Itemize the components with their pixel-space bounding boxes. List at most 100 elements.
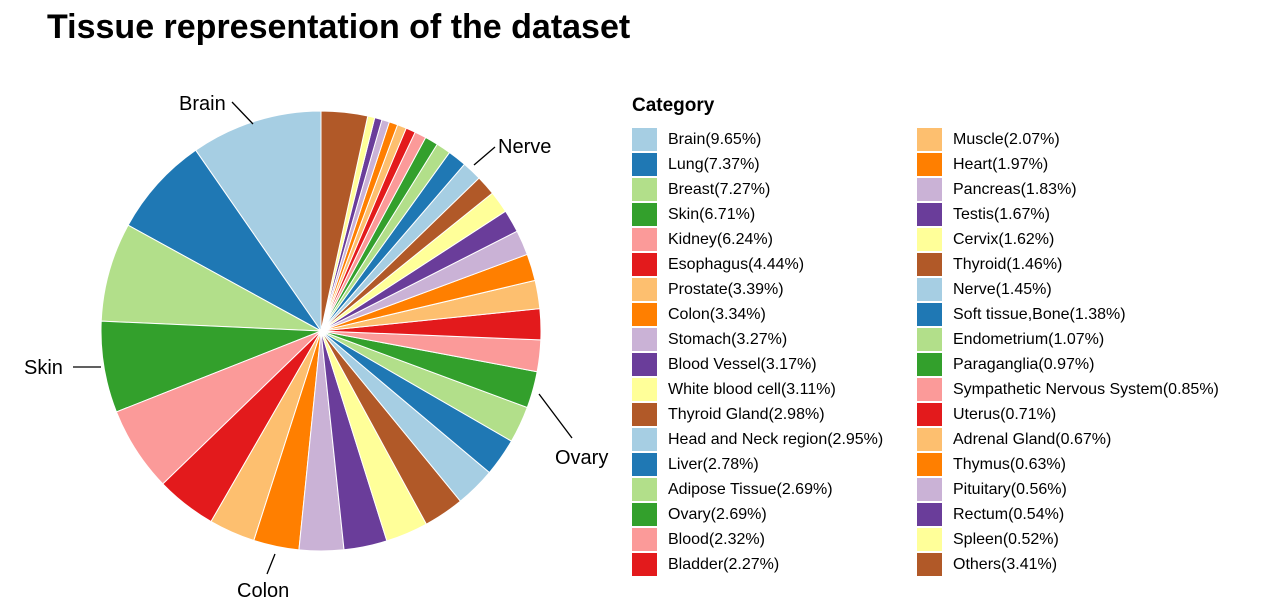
legend-label: Blood Vessel(3.17%) <box>668 355 817 373</box>
legend-swatch <box>917 553 942 576</box>
legend-column-2: Muscle(2.07%) Heart(1.97%) Pancreas(1.83%)… <box>917 127 1219 577</box>
legend-item-kidney: Kidney(6.24%) <box>632 227 883 252</box>
legend-item-head-and-neck-region: Head and Neck region(2.95%) <box>632 427 883 452</box>
legend-item-thyroid-gland: Thyroid Gland(2.98%) <box>632 402 883 427</box>
pie-slice-breast <box>100 224 322 332</box>
legend-item-pituitary: Pituitary(0.56%) <box>917 477 1219 502</box>
legend-label: Endometrium(1.07%) <box>953 330 1105 348</box>
legend-item-bladder: Bladder(2.27%) <box>632 552 883 577</box>
legend-item-blood: Blood(2.32%) <box>632 527 883 552</box>
pie-slices <box>100 110 542 552</box>
legend-item-brain: Brain(9.65%) <box>632 127 883 152</box>
legend-item-muscle: Muscle(2.07%) <box>917 127 1219 152</box>
legend-label: Muscle(2.07%) <box>953 130 1060 148</box>
annotation-skin: Skin <box>24 357 63 379</box>
annotation-ovary: Ovary <box>555 447 608 469</box>
legend-item-liver: Liver(2.78%) <box>632 452 883 477</box>
legend-label: Lung(7.37%) <box>668 155 760 173</box>
legend-swatch <box>632 253 657 276</box>
legend-swatch <box>917 153 942 176</box>
legend-label: Thyroid Gland(2.98%) <box>668 405 825 423</box>
legend-label: Testis(1.67%) <box>953 205 1050 223</box>
legend-item-others: Others(3.41%) <box>917 552 1219 577</box>
legend-swatch <box>917 228 942 251</box>
legend-swatch <box>917 353 942 376</box>
legend-label: Thyroid(1.46%) <box>953 255 1063 273</box>
legend-item-nerve: Nerve(1.45%) <box>917 277 1219 302</box>
legend-label: Stomach(3.27%) <box>668 330 788 348</box>
legend-item-lung: Lung(7.37%) <box>632 152 883 177</box>
legend-item-adrenal-gland: Adrenal Gland(0.67%) <box>917 427 1219 452</box>
legend-item-thyroid: Thyroid(1.46%) <box>917 252 1219 277</box>
legend-swatch <box>917 253 942 276</box>
legend-swatch <box>632 378 657 401</box>
legend-item-endometrium: Endometrium(1.07%) <box>917 327 1219 352</box>
legend-item-stomach: Stomach(3.27%) <box>632 327 883 352</box>
legend-item-paraganglia: Paraganglia(0.97%) <box>917 352 1219 377</box>
legend-item-sympathetic-nervous-system: Sympathetic Nervous System(0.85%) <box>917 377 1219 402</box>
legend-item-skin: Skin(6.71%) <box>632 202 883 227</box>
legend-swatch <box>632 353 657 376</box>
legend-label: Brain(9.65%) <box>668 130 762 148</box>
legend-swatch <box>632 478 657 501</box>
legend-label: Head and Neck region(2.95%) <box>668 430 884 448</box>
annotation-colon: Colon <box>237 580 289 602</box>
annotation-brain: Brain <box>179 93 226 115</box>
legend-label: Prostate(3.39%) <box>668 280 784 298</box>
legend-label: Uterus(0.71%) <box>953 405 1057 423</box>
legend-swatch <box>917 278 942 301</box>
legend-swatch <box>632 403 657 426</box>
legend-label: Esophagus(4.44%) <box>668 255 805 273</box>
legend-item-blood-vessel: Blood Vessel(3.17%) <box>632 352 883 377</box>
legend-swatch <box>632 228 657 251</box>
legend-item-thymus: Thymus(0.63%) <box>917 452 1219 477</box>
legend-item-cervix: Cervix(1.62%) <box>917 227 1219 252</box>
legend-item-spleen: Spleen(0.52%) <box>917 527 1219 552</box>
annotation-nerve: Nerve <box>498 136 551 158</box>
legend-item-pancreas: Pancreas(1.83%) <box>917 177 1219 202</box>
legend-label: Spleen(0.52%) <box>953 530 1059 548</box>
legend-swatch <box>917 328 942 351</box>
legend-label: Others(3.41%) <box>953 555 1058 573</box>
legend-item-heart: Heart(1.97%) <box>917 152 1219 177</box>
legend-label: Rectum(0.54%) <box>953 505 1065 523</box>
legend-swatch <box>632 153 657 176</box>
legend-swatch <box>917 128 942 151</box>
legend-label: Heart(1.97%) <box>953 155 1049 173</box>
legend-label: Cervix(1.62%) <box>953 230 1055 248</box>
legend-label: Kidney(6.24%) <box>668 230 773 248</box>
legend-swatch <box>632 428 657 451</box>
legend-swatch <box>632 178 657 201</box>
legend-swatch <box>632 503 657 526</box>
legend-label: Soft tissue,Bone(1.38%) <box>953 305 1126 323</box>
legend-swatch <box>917 453 942 476</box>
legend-label: Liver(2.78%) <box>668 455 759 473</box>
legend-label: Sympathetic Nervous System(0.85%) <box>953 380 1219 398</box>
legend-item-rectum: Rectum(0.54%) <box>917 502 1219 527</box>
legend-item-soft-tissue-bone: Soft tissue,Bone(1.38%) <box>917 302 1219 327</box>
legend-swatch <box>632 528 657 551</box>
legend-swatch <box>917 503 942 526</box>
legend-label: Adrenal Gland(0.67%) <box>953 430 1112 448</box>
legend-swatch <box>917 478 942 501</box>
legend-swatch <box>917 428 942 451</box>
pie-slice-others <box>320 110 369 332</box>
legend-swatch <box>632 203 657 226</box>
legend-item-testis: Testis(1.67%) <box>917 202 1219 227</box>
legend-item-breast: Breast(7.27%) <box>632 177 883 202</box>
legend-label: Blood(2.32%) <box>668 530 765 548</box>
legend-item-ovary: Ovary(2.69%) <box>632 502 883 527</box>
legend-item-white-blood-cell: White blood cell(3.11%) <box>632 377 883 402</box>
legend-label: Paraganglia(0.97%) <box>953 355 1095 373</box>
legend-swatch <box>632 128 657 151</box>
legend-label: Nerve(1.45%) <box>953 280 1052 298</box>
legend-label: Pituitary(0.56%) <box>953 480 1067 498</box>
annotation-line-ovary <box>538 393 573 439</box>
annotation-line-brain <box>231 101 254 125</box>
legend-swatch <box>917 528 942 551</box>
legend-item-colon: Colon(3.34%) <box>632 302 883 327</box>
legend-swatch <box>917 303 942 326</box>
legend-swatch <box>632 453 657 476</box>
legend-title: Category <box>632 95 715 116</box>
legend-item-adipose-tissue: Adipose Tissue(2.69%) <box>632 477 883 502</box>
